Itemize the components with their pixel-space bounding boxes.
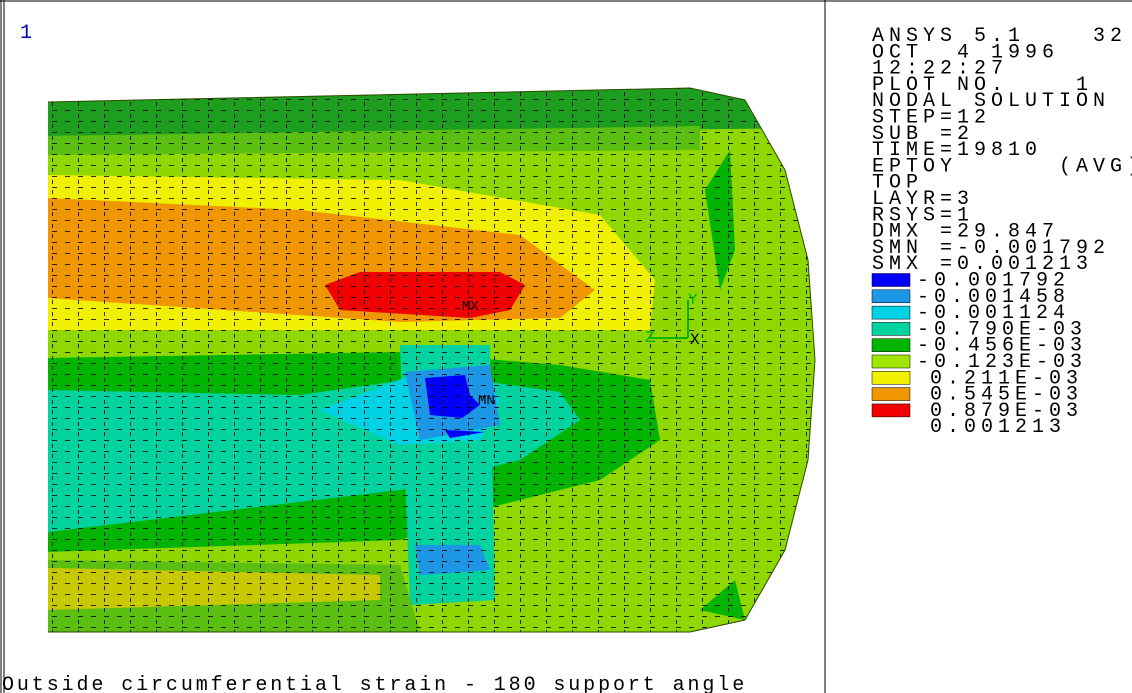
screenshot: Y X Z MX MN 1 Outside circumferential st… [0, 0, 1132, 693]
legend-swatch [872, 371, 910, 384]
legend-swatch [872, 404, 910, 417]
legend-swatch [872, 355, 910, 368]
legend-swatch [872, 274, 910, 287]
legend-swatch [872, 306, 910, 319]
legend-swatch [872, 388, 910, 401]
axis-label: Z [645, 329, 655, 347]
legend-swatch [872, 322, 910, 335]
legend-label: 0.001213 [930, 416, 1066, 439]
min-label: MN [478, 393, 495, 409]
axis-label: X [690, 331, 700, 349]
window-number: 1 [20, 22, 32, 45]
caption: Outside circumferential strain - 180 sup… [2, 674, 747, 693]
legend-swatch [872, 290, 910, 303]
max-label: MX [462, 299, 479, 315]
legend-swatch [872, 339, 910, 352]
contour-plot [40, 80, 830, 640]
axis-label: Y [688, 291, 698, 309]
